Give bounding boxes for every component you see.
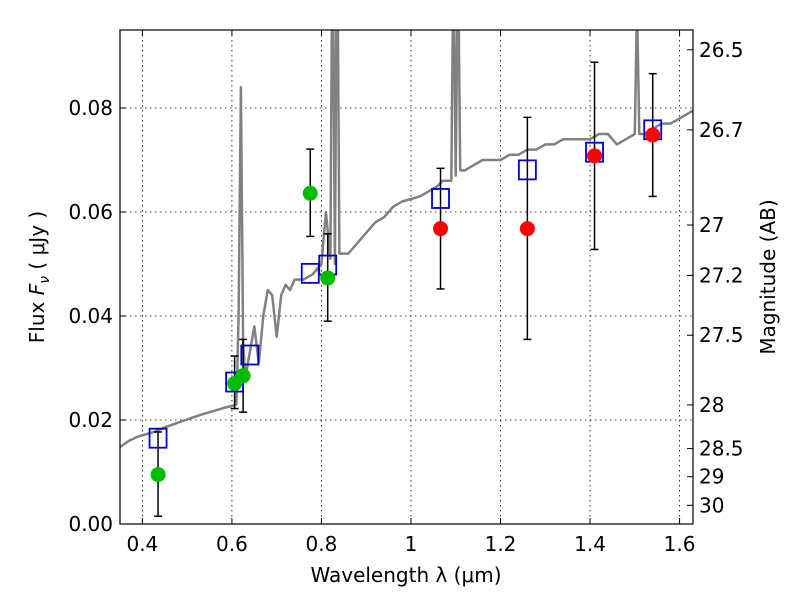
y-axis-label-symbol: F (25, 283, 49, 295)
x-tick-label: 0.8 (306, 532, 338, 556)
y-tick-label: 0.00 (68, 512, 113, 536)
y2-tick-label: 27.5 (699, 323, 744, 347)
nir-point (645, 127, 661, 143)
nir-point (433, 221, 449, 237)
model-square (431, 188, 450, 209)
model-square (517, 159, 537, 181)
optical-point (235, 368, 251, 384)
y2-tick-label: 27 (699, 213, 724, 237)
x-tick-label: 1.6 (664, 532, 696, 556)
y2-tick-label: 30 (699, 493, 724, 517)
y-axis-label-unit: ( μJy ) (25, 211, 49, 276)
nir-point (587, 148, 603, 164)
y-axis-label-flux: Flux (25, 295, 49, 343)
y2-tick-label: 29 (699, 465, 724, 489)
plot-background (120, 30, 693, 524)
y-tick-label: 0.04 (68, 304, 113, 328)
plot-frame (119, 29, 694, 525)
x-tick-label: 1.4 (574, 532, 606, 556)
model-square (240, 344, 260, 366)
y2-axis-label: Magnitude (AB) (756, 199, 780, 354)
x-tick-label: 0.6 (216, 532, 248, 556)
y2-tick-label: 27.2 (699, 263, 744, 287)
y2-tick-label: 28 (699, 393, 724, 417)
x-tick-label: 0.4 (126, 532, 158, 556)
model-square (148, 427, 168, 449)
y2-tick-label: 26.5 (699, 38, 744, 62)
ticks: 0.4 0.6 0.8 1 1.2 1.4 1.6 0.00 0.02 0.04 0.06 0.08 2… (68, 30, 744, 556)
y-axis-label-sub: ν (37, 276, 53, 284)
y2-tick-label: 28.5 (699, 437, 744, 461)
x-tick-label: 1 (405, 532, 418, 556)
x-axis-label: Wavelength λ (μm) (310, 563, 501, 587)
optical-point (302, 185, 318, 201)
y-tick-label: 0.02 (68, 408, 113, 432)
optical-point (150, 467, 166, 483)
y-tick-label: 0.06 (68, 200, 113, 224)
y-axis-label: Flux Fν ( μJy ) (25, 211, 53, 343)
y2-tick-label: 26.7 (699, 118, 744, 142)
x-tick-label: 1.2 (485, 532, 517, 556)
nir-point (519, 221, 535, 237)
y-tick-label: 0.08 (68, 96, 113, 120)
optical-point (320, 270, 336, 286)
spectrum-line (120, 30, 693, 449)
data-layer (120, 30, 693, 517)
